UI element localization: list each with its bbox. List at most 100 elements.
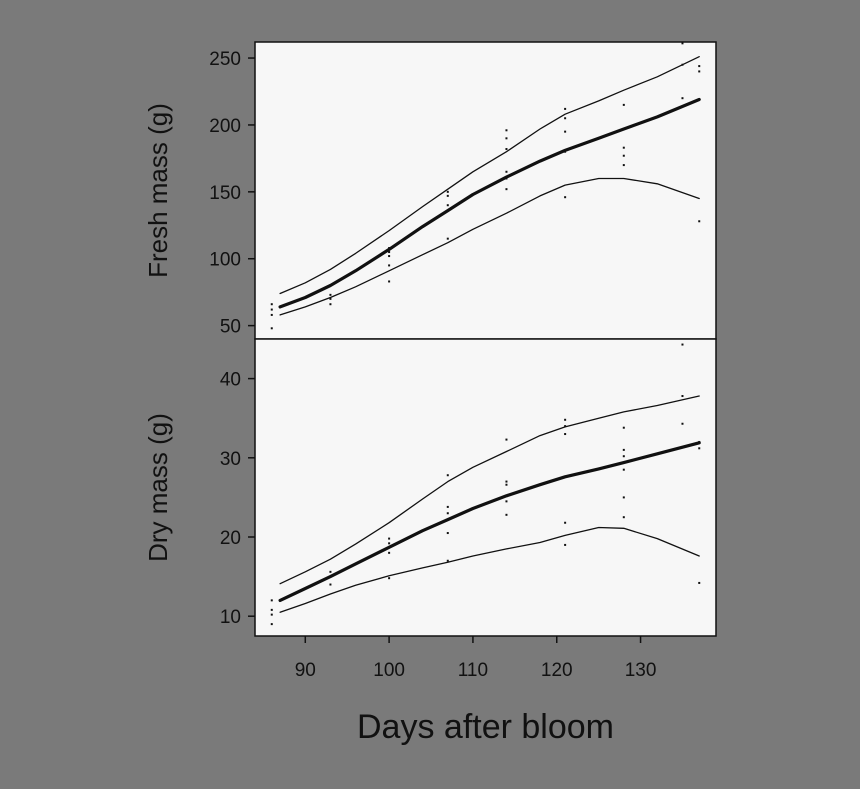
point-fresh-4 [329, 303, 332, 306]
point-dry-34 [681, 343, 684, 346]
point-fresh-16 [505, 188, 508, 191]
point-dry-31 [622, 426, 625, 429]
ytick-label-fresh-100: 100 [209, 250, 241, 271]
point-fresh-8 [388, 264, 391, 267]
point-dry-14 [446, 505, 449, 508]
point-dry-5 [329, 575, 332, 578]
point-fresh-14 [446, 194, 449, 197]
point-dry-1 [270, 613, 273, 616]
point-fresh-24 [564, 130, 567, 133]
point-fresh-10 [388, 251, 391, 254]
point-fresh-18 [505, 170, 508, 173]
ylabel-dry: Dry mass (g) [143, 413, 173, 562]
point-fresh-19 [505, 148, 508, 151]
ytick-label-fresh-200: 200 [209, 116, 241, 137]
series-fresh-fit [278, 97, 701, 309]
point-fresh-12 [446, 237, 449, 240]
point-fresh-36 [698, 65, 701, 68]
xtick-label-120: 120 [541, 660, 573, 681]
point-fresh-9 [388, 255, 391, 258]
ylabel-fresh: Fresh mass (g) [143, 103, 173, 278]
point-dry-0 [270, 623, 273, 626]
point-fresh-13 [446, 204, 449, 207]
point-dry-27 [622, 496, 625, 499]
panel-fresh [254, 41, 717, 340]
xtick-label-100: 100 [373, 660, 405, 681]
xlabel: Days after bloom [357, 708, 614, 746]
point-dry-35 [698, 581, 701, 584]
point-fresh-2 [270, 308, 273, 311]
point-dry-19 [505, 480, 508, 483]
point-fresh-3 [270, 303, 273, 306]
point-fresh-29 [622, 146, 625, 149]
ytick-label-fresh-50: 50 [220, 317, 241, 338]
point-dry-37 [698, 440, 701, 443]
point-fresh-5 [329, 297, 332, 300]
ytick-label-fresh-150: 150 [209, 183, 241, 204]
point-dry-36 [698, 447, 701, 450]
point-fresh-25 [564, 117, 567, 120]
point-fresh-20 [505, 137, 508, 140]
point-fresh-30 [622, 103, 625, 106]
point-fresh-31 [681, 97, 684, 100]
ytick-label-fresh-250: 250 [209, 49, 241, 70]
point-dry-25 [564, 418, 567, 421]
point-dry-28 [622, 468, 625, 471]
point-dry-10 [388, 537, 391, 540]
point-fresh-33 [681, 42, 684, 45]
point-dry-3 [270, 599, 273, 602]
point-dry-7 [388, 577, 391, 580]
point-dry-20 [505, 438, 508, 441]
point-dry-26 [622, 516, 625, 519]
point-fresh-21 [505, 129, 508, 132]
ytick-label-dry-30: 30 [220, 449, 241, 470]
point-fresh-1 [270, 313, 273, 316]
point-dry-21 [564, 543, 567, 546]
point-dry-16 [505, 513, 508, 516]
point-dry-11 [446, 559, 449, 562]
series-fresh-upper [279, 56, 700, 295]
point-dry-15 [446, 474, 449, 477]
series-dry-lower [279, 526, 700, 613]
series-fresh-lower [279, 177, 700, 316]
point-dry-17 [505, 500, 508, 503]
ytick-label-dry-20: 20 [220, 528, 241, 549]
point-dry-4 [329, 583, 332, 586]
series-dry-upper [279, 395, 700, 585]
point-fresh-0 [270, 327, 273, 330]
ytick-label-dry-10: 10 [220, 607, 241, 628]
point-dry-22 [564, 521, 567, 524]
point-fresh-6 [329, 293, 332, 296]
point-dry-18 [505, 483, 508, 486]
point-dry-6 [329, 570, 332, 573]
point-dry-32 [681, 422, 684, 425]
point-dry-8 [388, 551, 391, 554]
ytick-label-dry-40: 40 [220, 370, 241, 391]
xtick-label-90: 90 [295, 660, 316, 681]
series-dry-fit [278, 441, 701, 603]
point-dry-30 [622, 448, 625, 451]
point-dry-23 [564, 433, 567, 436]
point-dry-2 [270, 608, 273, 611]
point-fresh-23 [564, 150, 567, 153]
point-dry-9 [388, 542, 391, 545]
point-fresh-7 [388, 280, 391, 283]
point-fresh-28 [622, 154, 625, 157]
point-dry-33 [681, 395, 684, 398]
xtick-label-110: 110 [458, 660, 488, 681]
point-dry-13 [446, 512, 449, 515]
point-fresh-34 [698, 220, 701, 223]
point-fresh-17 [505, 177, 508, 180]
point-fresh-26 [564, 107, 567, 110]
point-fresh-35 [698, 70, 701, 73]
point-dry-12 [446, 532, 449, 535]
panel-dry [254, 338, 717, 637]
point-dry-24 [564, 425, 567, 428]
point-dry-29 [622, 455, 625, 458]
point-fresh-27 [622, 164, 625, 167]
point-fresh-32 [681, 63, 684, 66]
point-fresh-15 [446, 190, 449, 193]
point-fresh-11 [388, 247, 391, 250]
